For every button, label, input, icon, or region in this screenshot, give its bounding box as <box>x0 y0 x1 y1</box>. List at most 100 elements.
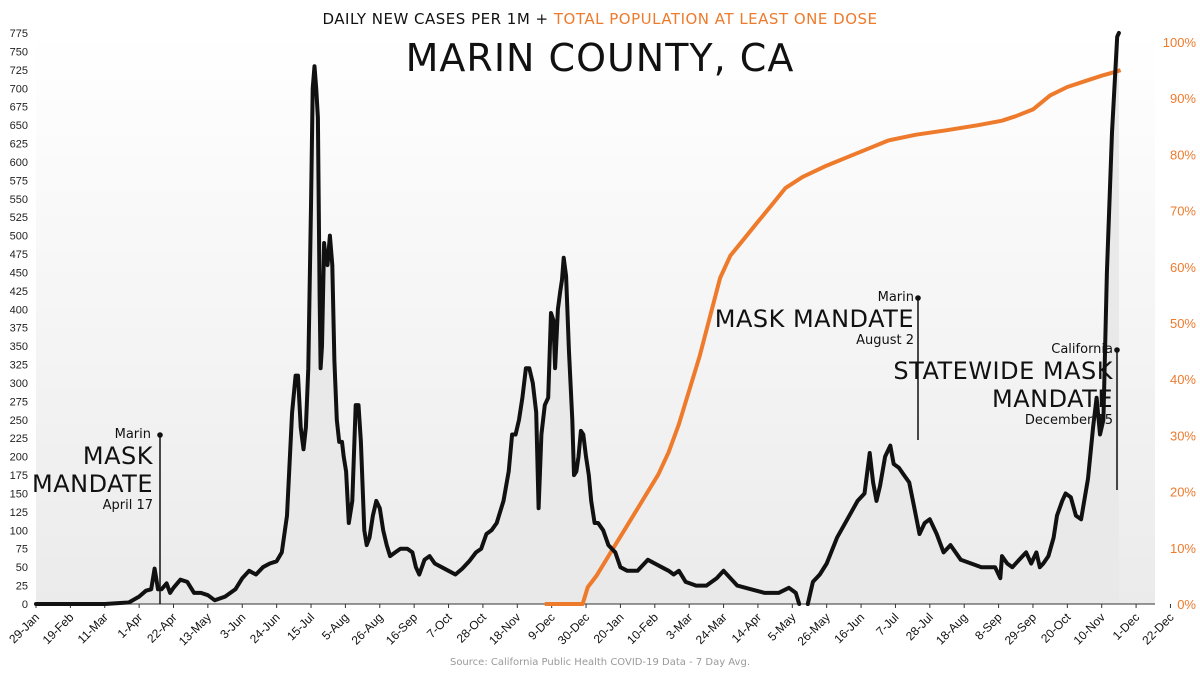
annotation-august: Marin MASK MANDATE August 2 <box>700 290 914 348</box>
y-right-tick-label: 50% <box>1170 316 1196 331</box>
annotation-dot <box>1114 347 1120 353</box>
annotation-label: MASK MANDATE <box>714 305 914 333</box>
y-right-tick-label: 30% <box>1170 428 1196 443</box>
x-tick-label: 8-Sep <box>972 610 1005 643</box>
x-tick-label: 24-Jun <box>247 610 283 646</box>
y-left-tick-label: 750 <box>10 46 28 58</box>
y-left-tick-label: 225 <box>10 433 28 445</box>
subtitle-cases-text: DAILY NEW CASES PER 1M + <box>322 10 554 28</box>
y-left-tick-label: 275 <box>10 396 28 408</box>
x-tick-label: 3-Mar <box>663 610 695 642</box>
y-left-tick-label: 0 <box>22 599 28 611</box>
x-tick-label: 3-Jun <box>217 610 248 641</box>
x-tick-label: 10-Feb <box>624 610 661 647</box>
chart-subtitle: DAILY NEW CASES PER 1M + TOTAL POPULATIO… <box>0 10 1200 28</box>
annotation-label: MASK <box>82 442 153 470</box>
annotation-place: California <box>1051 342 1113 357</box>
y-left-tick-label: 400 <box>10 304 28 316</box>
cases-area <box>36 33 1119 604</box>
x-tick-label: 1-Apr <box>115 610 146 641</box>
y-right-tick-label: 20% <box>1170 485 1196 500</box>
y-left-tick-label: 700 <box>10 83 28 95</box>
x-tick-label: 16-Sep <box>383 610 420 647</box>
y-left-tick-label: 175 <box>10 470 28 482</box>
x-tick-label: 26-May <box>795 610 833 648</box>
y-left-tick-label: 575 <box>10 175 28 187</box>
annotation-date: December 15 <box>1024 413 1113 428</box>
y-right-tick-label: 90% <box>1170 91 1196 106</box>
y-left-tick-label: 650 <box>10 120 28 132</box>
annotation-december: California STATEWIDE MASK MANDATE Decemb… <box>880 342 1113 428</box>
y-left-tick-label: 625 <box>10 139 28 151</box>
annotation-date: April 17 <box>102 498 153 513</box>
x-tick-label: 29-Jan <box>6 610 42 646</box>
annotation-april: Marin MASK MANDATE April 17 <box>20 427 153 513</box>
annotation-label: MANDATE <box>991 385 1113 413</box>
x-tick-label: 1-Dec <box>1110 610 1143 643</box>
y-left-tick-label: 450 <box>10 268 28 280</box>
annotation-date: August 2 <box>856 333 914 348</box>
x-tick-label: 5-Aug <box>319 610 352 643</box>
y-left-tick-label: 150 <box>10 489 28 501</box>
x-tick-label: 26-Aug <box>349 610 386 647</box>
y-right-tick-label: 100% <box>1163 35 1197 50</box>
y-right-tick-label: 0% <box>1177 597 1196 612</box>
annotation-place: Marin <box>877 290 914 305</box>
subtitle-dose-text: TOTAL POPULATION AT LEAST ONE DOSE <box>553 10 878 28</box>
y-left-tick-label: 325 <box>10 360 28 372</box>
x-tick-label: 22-Dec <box>1139 610 1176 647</box>
y-left-tick-label: 200 <box>10 452 28 464</box>
annotation-dot <box>157 432 163 438</box>
y-left-tick-label: 675 <box>10 102 28 114</box>
source-note: Source: California Public Health COVID-1… <box>449 657 751 668</box>
annotation-label: MANDATE <box>31 470 153 498</box>
x-tick-label: 15-Jul <box>284 610 317 643</box>
y-right-tick-label: 60% <box>1170 260 1196 275</box>
y-right-tick-label: 70% <box>1170 204 1196 219</box>
x-tick-label: 13-May <box>176 610 214 648</box>
x-tick-label: 20-Jan <box>591 610 627 646</box>
y-left-tick-label: 375 <box>10 323 28 335</box>
x-tick-label: 29-Sep <box>1002 610 1039 647</box>
x-tick-label: 28-Jul <box>903 610 936 643</box>
y-left-tick-label: 75 <box>16 544 28 556</box>
y-left-tick-label: 300 <box>10 378 28 390</box>
y-right-tick-label: 80% <box>1170 147 1196 162</box>
y-left-tick-label: 425 <box>10 286 28 298</box>
x-tick-label: 28-Oct <box>454 610 490 646</box>
y-left-tick-label: 50 <box>16 562 28 574</box>
x-tick-label: 18-Aug <box>933 610 970 647</box>
series-line-cases <box>805 31 1121 606</box>
y-left-tick-label: 100 <box>10 525 28 537</box>
x-tick-label: 19-Feb <box>40 610 77 647</box>
y-left-tick-label: 775 <box>10 28 28 40</box>
x-tick-label: 11-Mar <box>75 610 111 646</box>
annotation-place: Marin <box>114 427 151 442</box>
y-left-tick-label: 725 <box>10 65 28 77</box>
x-tick-label: 7-Jul <box>873 610 901 638</box>
y-left-tick-label: 350 <box>10 341 28 353</box>
x-tick-label: 18-Nov <box>486 610 523 647</box>
x-tick-label: 22-Apr <box>144 610 179 645</box>
x-tick-label: 30-Dec <box>555 610 592 647</box>
y-right-tick-label: 40% <box>1170 372 1196 387</box>
x-tick-label: 16-Jun <box>831 610 867 646</box>
x-tick-label: 20-Oct <box>1038 610 1074 646</box>
y-left-tick-label: 525 <box>10 212 28 224</box>
annotation-label: STATEWIDE MASK <box>893 357 1113 385</box>
x-tick-label: 9-Dec <box>525 610 558 643</box>
y-left-tick-label: 475 <box>10 249 28 261</box>
series-line-doses <box>544 68 1122 606</box>
x-tick-label: 14-Apr <box>729 610 764 645</box>
chart-title: MARIN COUNTY, CA <box>405 36 795 80</box>
y-left-tick-label: 500 <box>10 231 28 243</box>
y-left-tick-label: 125 <box>10 507 28 519</box>
y-left-tick-label: 25 <box>16 581 28 593</box>
x-tick-label: 24-Mar <box>693 610 730 647</box>
x-tick-label: 10-Nov <box>1071 610 1108 647</box>
annotation-dot <box>915 295 921 301</box>
series-line-cases <box>34 64 802 606</box>
x-tick-label: 7-Oct <box>424 610 455 641</box>
